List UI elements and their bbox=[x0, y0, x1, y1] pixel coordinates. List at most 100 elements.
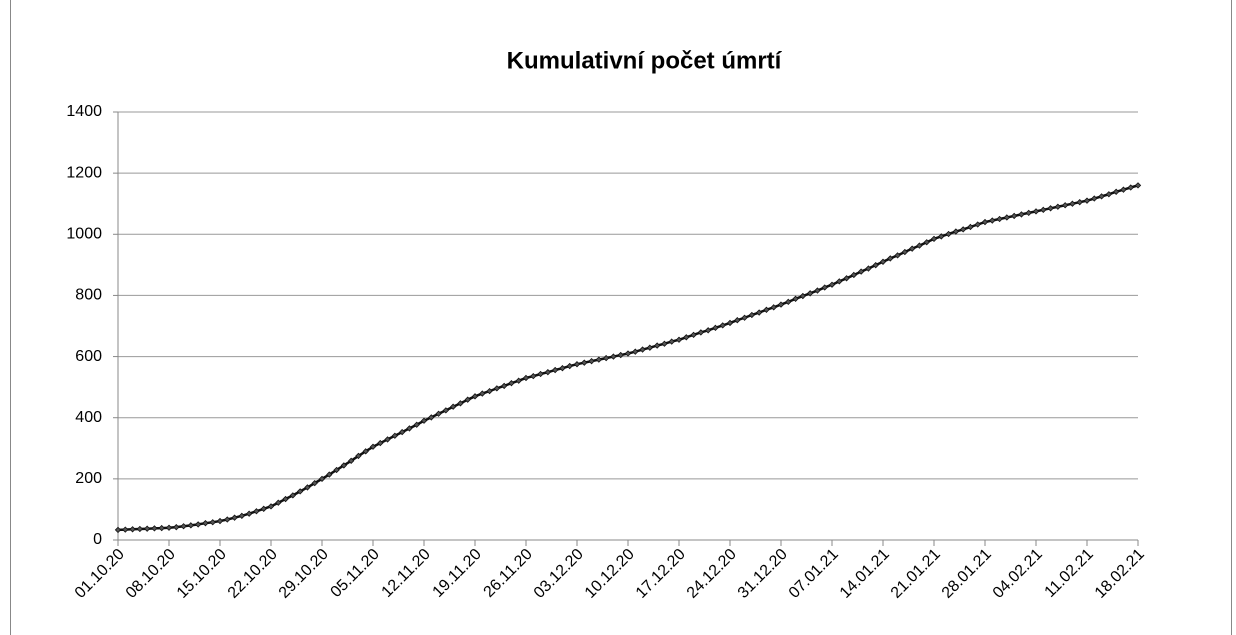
marker bbox=[296, 488, 304, 495]
marker bbox=[602, 354, 610, 362]
marker bbox=[712, 324, 719, 331]
marker bbox=[770, 304, 777, 311]
marker bbox=[129, 526, 136, 533]
y-tick-label: 1200 bbox=[66, 164, 102, 181]
marker bbox=[275, 499, 282, 506]
marker bbox=[1069, 200, 1076, 207]
marker bbox=[442, 407, 450, 414]
marker bbox=[340, 462, 348, 469]
marker bbox=[304, 484, 311, 491]
marker bbox=[289, 492, 297, 499]
marker bbox=[136, 525, 144, 533]
marker bbox=[362, 448, 369, 455]
marker bbox=[180, 523, 187, 530]
marker bbox=[828, 281, 836, 288]
marker bbox=[930, 235, 938, 243]
y-tick-label: 1400 bbox=[66, 103, 102, 120]
marker bbox=[734, 317, 741, 324]
marker bbox=[1047, 205, 1054, 212]
marker bbox=[122, 526, 129, 533]
marker bbox=[1083, 197, 1091, 204]
marker bbox=[282, 495, 289, 503]
marker bbox=[318, 475, 326, 483]
marker bbox=[202, 520, 209, 527]
marker bbox=[806, 290, 814, 297]
marker bbox=[143, 525, 151, 532]
marker bbox=[697, 329, 705, 336]
marker bbox=[333, 466, 340, 474]
marker bbox=[515, 377, 522, 384]
marker bbox=[413, 421, 420, 428]
marker bbox=[632, 348, 639, 355]
marker bbox=[559, 365, 566, 372]
marker bbox=[1032, 208, 1040, 215]
marker bbox=[1010, 212, 1018, 220]
marker bbox=[1127, 184, 1134, 191]
marker bbox=[996, 215, 1003, 223]
marker bbox=[726, 319, 734, 327]
marker bbox=[1120, 186, 1127, 193]
marker bbox=[843, 275, 850, 282]
marker bbox=[522, 374, 530, 382]
marker bbox=[690, 331, 697, 339]
marker bbox=[916, 242, 923, 249]
marker bbox=[369, 443, 377, 450]
marker bbox=[355, 452, 362, 460]
marker bbox=[668, 338, 675, 345]
marker bbox=[1091, 195, 1098, 202]
marker bbox=[952, 228, 960, 235]
marker bbox=[887, 255, 894, 262]
marker bbox=[719, 322, 726, 329]
chart-title: Kumulativní počet úmrtí bbox=[507, 47, 783, 74]
marker bbox=[683, 334, 690, 341]
marker bbox=[1098, 193, 1105, 200]
marker bbox=[260, 505, 267, 512]
marker bbox=[530, 372, 537, 380]
marker bbox=[420, 417, 428, 424]
marker bbox=[151, 525, 158, 532]
marker bbox=[187, 522, 195, 529]
marker bbox=[981, 218, 989, 226]
marker bbox=[457, 400, 464, 407]
marker bbox=[1105, 191, 1113, 198]
marker bbox=[493, 385, 501, 392]
marker bbox=[209, 519, 216, 526]
marker bbox=[479, 390, 486, 397]
marker bbox=[894, 252, 901, 259]
marker bbox=[595, 356, 603, 363]
marker bbox=[1003, 214, 1011, 221]
marker bbox=[617, 351, 624, 359]
marker bbox=[1061, 202, 1069, 209]
marker bbox=[1076, 199, 1083, 206]
marker bbox=[646, 344, 654, 351]
marker bbox=[653, 342, 661, 349]
marker bbox=[741, 314, 748, 321]
marker bbox=[872, 261, 879, 269]
marker bbox=[537, 370, 544, 378]
marker bbox=[821, 284, 828, 291]
marker bbox=[581, 359, 588, 366]
marker bbox=[792, 295, 799, 302]
marker bbox=[508, 380, 515, 387]
marker bbox=[675, 336, 683, 343]
marker bbox=[836, 278, 843, 285]
marker bbox=[114, 526, 122, 534]
y-tick-label: 0 bbox=[93, 531, 102, 548]
marker bbox=[1025, 209, 1032, 217]
y-tick-label: 800 bbox=[75, 287, 102, 304]
marker bbox=[879, 258, 887, 265]
y-tick-label: 600 bbox=[75, 348, 102, 365]
marker bbox=[1112, 188, 1120, 195]
marker bbox=[1040, 206, 1047, 213]
marker bbox=[471, 393, 479, 400]
marker bbox=[974, 221, 981, 228]
marker bbox=[347, 457, 355, 464]
marker bbox=[377, 439, 384, 447]
marker bbox=[945, 230, 952, 238]
marker bbox=[799, 292, 807, 300]
marker bbox=[245, 510, 253, 517]
marker bbox=[566, 362, 573, 370]
marker bbox=[173, 523, 180, 531]
